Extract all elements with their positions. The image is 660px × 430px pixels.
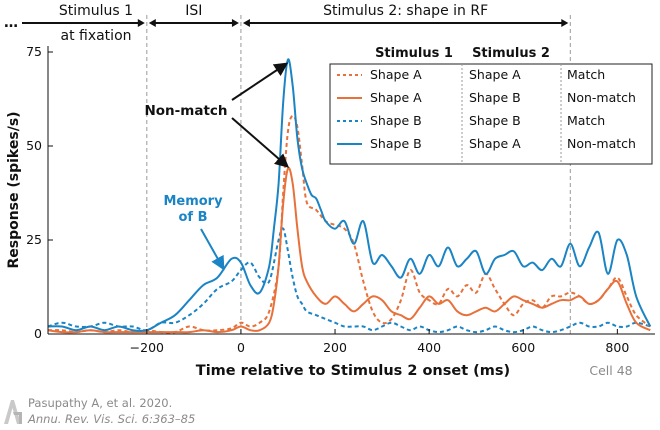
epoch-label-isi: ISI	[185, 3, 202, 19]
x-tick-label: 200	[323, 340, 347, 355]
legend-header-stimulus1: Stimulus 1	[375, 46, 453, 61]
x-tick-label: −200	[130, 340, 164, 355]
legend-row-outcome: Non-match	[567, 90, 636, 105]
y-tick-label: 50	[26, 138, 42, 153]
legend-row-outcome: Match	[567, 113, 605, 128]
legend-row-stimulus2: Shape B	[469, 113, 521, 128]
y-tick-label: 25	[26, 232, 42, 247]
x-tick-label: 600	[511, 340, 535, 355]
epoch-arrowhead	[242, 19, 250, 27]
annotation-memory: Memory	[163, 194, 223, 209]
epoch-arrowhead	[137, 19, 145, 27]
legend-row-stimulus2: Shape B	[469, 90, 521, 105]
legend-row-stimulus1: Shape B	[370, 113, 422, 128]
y-tick-label: 0	[34, 326, 42, 341]
epoch-sublabel-fixation: at fixation	[60, 28, 131, 44]
legend-header-stimulus2: Stimulus 2	[472, 46, 550, 61]
x-axis-label: Time relative to Stimulus 2 onset (ms)	[196, 363, 510, 379]
legend-row-stimulus1: Shape A	[370, 67, 422, 82]
citation-journal: Annu. Rev. Vis. Sci. 6:363–85	[28, 412, 196, 426]
x-tick-label: 400	[417, 340, 441, 355]
x-tick-label: 800	[605, 340, 629, 355]
legend-row-stimulus1: Shape A	[370, 90, 422, 105]
legend-row-outcome: Non-match	[567, 136, 636, 151]
annotation-arrow-nonmatch-down	[231, 117, 290, 168]
y-tick-label: 75	[26, 44, 42, 59]
legend-row-stimulus2: Shape A	[469, 67, 521, 82]
epoch-arrowhead	[561, 19, 569, 27]
x-tick-label: 0	[237, 340, 245, 355]
ellipsis-mark: …	[4, 15, 18, 31]
citation: Pasupathy A, et al. 2020. Annu. Rev. Vis…	[0, 394, 330, 430]
y-axis-label: Response (spikes/s)	[6, 111, 22, 268]
legend-row-outcome: Match	[567, 67, 605, 82]
epoch-label-stimulus2: Stimulus 2: shape in RF	[323, 3, 488, 19]
citation-authors: Pasupathy A, et al. 2020.	[28, 396, 173, 410]
legend-box	[329, 63, 653, 165]
series-line-4	[47, 58, 652, 332]
response-chart: … Stimulus 1 at fixation ISI Stimulus 2: sha…	[4, 3, 655, 379]
cell-label: Cell 48	[589, 363, 632, 378]
annotation-arrow-nonmatch-up	[231, 62, 289, 101]
legend-row-stimulus1: Shape B	[370, 136, 422, 151]
legend-row-stimulus2: Shape A	[469, 136, 521, 151]
series-line-2	[47, 166, 651, 334]
epoch-arrowhead	[148, 19, 156, 27]
annotation-nonmatch: Non-match	[144, 103, 227, 119]
epoch-arrowhead	[231, 19, 239, 27]
series-line-1	[47, 114, 651, 334]
annotation-memory-of-b: of B	[178, 210, 207, 225]
annotation-arrow-memory	[200, 228, 225, 271]
annual-reviews-logo-icon	[4, 400, 22, 424]
series-line-3	[47, 227, 651, 334]
epoch-label-stimulus1: Stimulus 1	[59, 3, 133, 19]
